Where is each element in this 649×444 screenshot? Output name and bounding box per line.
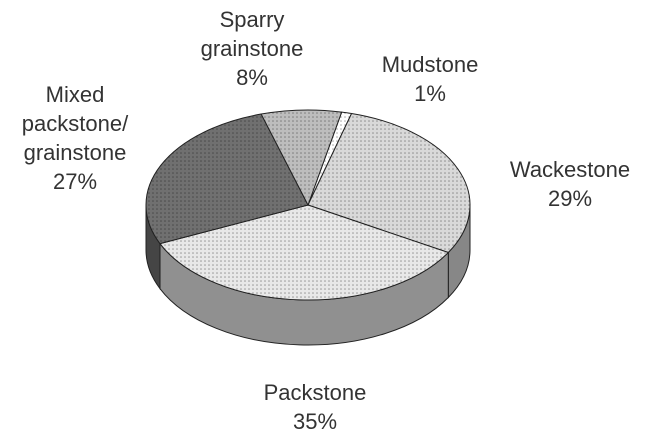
value-label: 29%: [547, 186, 593, 211]
slice-texture: [308, 113, 471, 253]
category-label: Packstone: [263, 380, 367, 405]
category-label: Sparry grainstone: [200, 7, 304, 61]
category-label: Mudstone: [381, 52, 479, 77]
value-label: 27%: [52, 169, 98, 194]
value-label: 35%: [292, 409, 338, 434]
slice-label: Packstone 35%: [225, 378, 405, 436]
category-label: Mixed packstone/ grainstone: [21, 82, 129, 165]
slice-texture: [261, 109, 342, 205]
slice-label: Wackestone 29%: [480, 155, 649, 213]
slice-texture: [160, 205, 449, 301]
slice-texture: [146, 114, 308, 244]
category-label: Wackestone: [509, 157, 631, 182]
value-label: 8%: [236, 65, 268, 90]
slice-label: Mudstone 1%: [355, 50, 505, 108]
slice-label: Sparry grainstone 8%: [187, 5, 317, 92]
slice-label: Mixed packstone/ grainstone 27%: [0, 80, 150, 196]
value-label: 1%: [414, 81, 446, 106]
